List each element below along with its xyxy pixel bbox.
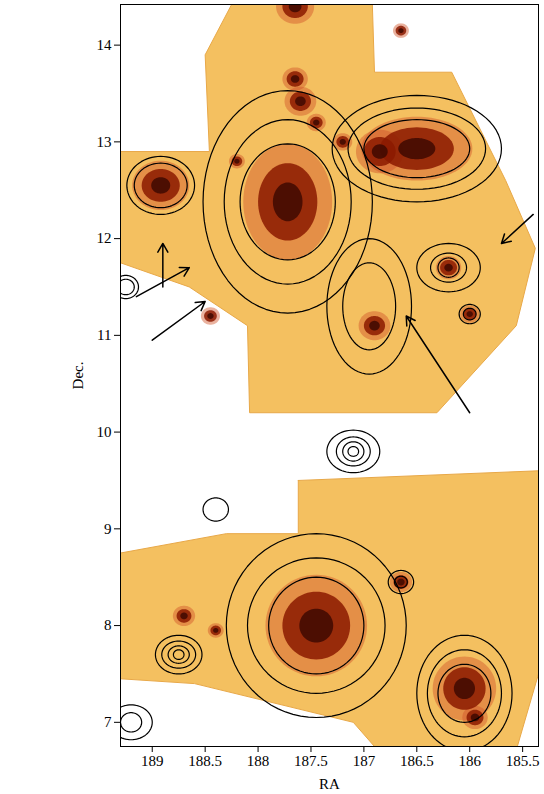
- svg-text:186: 186: [458, 753, 481, 769]
- svg-text:14: 14: [97, 37, 113, 53]
- svg-text:188.5: 188.5: [188, 753, 222, 769]
- svg-text:13: 13: [97, 134, 112, 150]
- svg-text:185.5: 185.5: [506, 753, 540, 769]
- svg-text:189: 189: [141, 753, 164, 769]
- svg-text:187: 187: [353, 753, 376, 769]
- svg-text:188: 188: [247, 753, 270, 769]
- svg-text:10: 10: [97, 424, 112, 440]
- svg-text:Dec.: Dec.: [70, 362, 86, 390]
- svg-text:RA: RA: [319, 776, 340, 792]
- svg-text:8: 8: [104, 617, 112, 633]
- svg-text:9: 9: [104, 521, 112, 537]
- svg-text:186.5: 186.5: [400, 753, 434, 769]
- svg-text:12: 12: [97, 230, 112, 246]
- svg-text:11: 11: [97, 327, 111, 343]
- svg-text:7: 7: [104, 714, 112, 730]
- svg-text:187.5: 187.5: [294, 753, 328, 769]
